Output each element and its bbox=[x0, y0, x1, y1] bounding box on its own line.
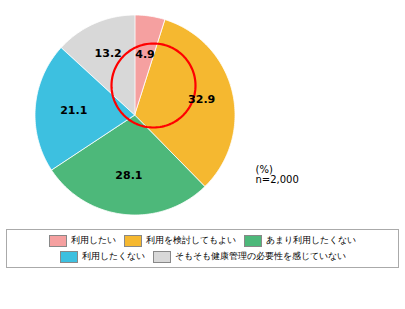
svg-text:21.1: 21.1 bbox=[60, 104, 87, 117]
html-text:利用したくない: 利用したくない bbox=[81, 251, 145, 261]
svg-text:4.9: 4.9 bbox=[135, 48, 155, 61]
svg-text:32.9: 32.9 bbox=[188, 93, 215, 106]
svg-text:13.2: 13.2 bbox=[95, 47, 122, 60]
html-text:利用したい: 利用したい bbox=[71, 235, 116, 245]
svg-text:(%)n=2,000: (%)n=2,000 bbox=[256, 164, 299, 185]
html-text:あまり利用したくない: あまり利用したくない bbox=[266, 235, 356, 245]
html-text:利用を検討してもよい: 利用を検討してもよい bbox=[146, 235, 236, 245]
svg-text:28.1: 28.1 bbox=[115, 169, 142, 182]
html-text:そもそも健康管理の必要性を感じていない: そもそも健康管理の必要性を感じていない bbox=[174, 251, 346, 261]
